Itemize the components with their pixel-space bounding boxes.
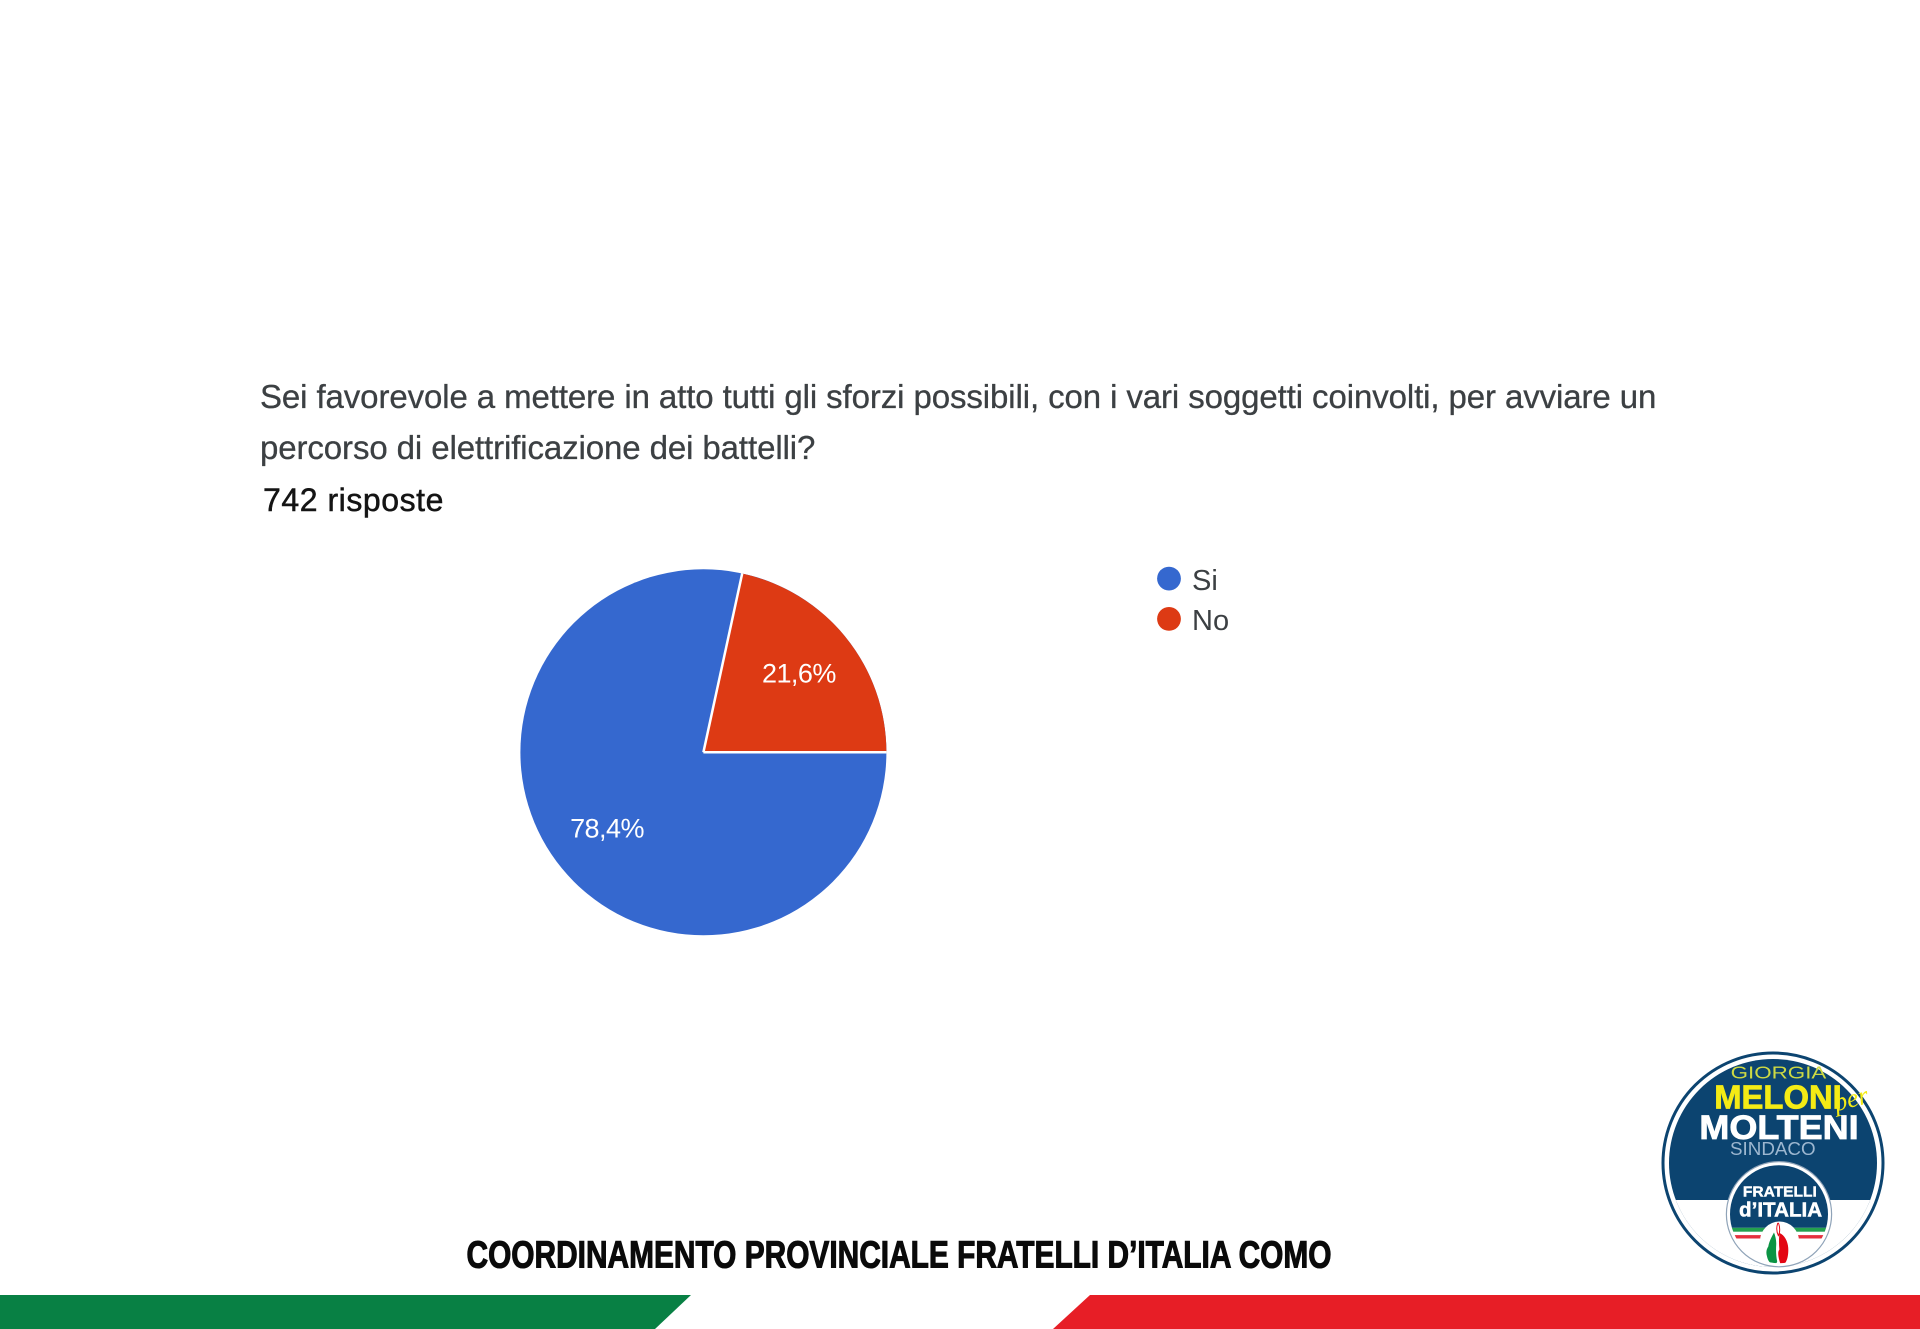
svg-text:d’ITALIA: d’ITALIA [1739,1200,1823,1222]
svg-text:GIORGIA: GIORGIA [1731,1063,1827,1083]
svg-text:FRATELLI: FRATELLI [1743,1185,1817,1201]
svg-text:Si: Si [1192,565,1218,597]
svg-text:No: No [1192,605,1229,637]
svg-text:78,4%: 78,4% [570,814,644,844]
svg-text:COORDINAMENTO PROVINCIALE FRAT: COORDINAMENTO PROVINCIALE FRATELLI D’ITA… [467,1234,1332,1276]
svg-text:MELONI: MELONI [1714,1079,1842,1117]
svg-text:21,6%: 21,6% [762,658,836,688]
svg-text:MOLTENI: MOLTENI [1699,1109,1858,1147]
svg-text:SINDACO: SINDACO [1730,1139,1816,1159]
